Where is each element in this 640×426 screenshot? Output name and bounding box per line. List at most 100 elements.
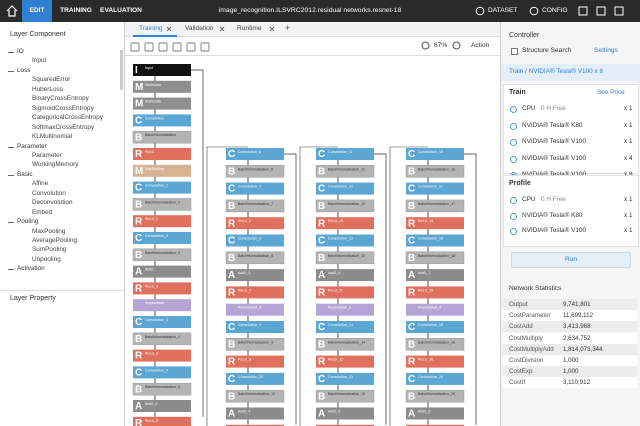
editor-tab[interactable]: Runtime — [237, 25, 262, 32]
tree-group[interactable]: Activation — [17, 265, 45, 273]
tree-item[interactable]: BinaryCrossEntropy — [32, 95, 89, 103]
editor-tab[interactable]: Training — [139, 25, 163, 32]
layer-label: BatchNormalization_15 — [328, 392, 365, 396]
tree-group[interactable]: Parameter — [17, 142, 47, 150]
device-name[interactable]: NVIDIA® Tesla® V100 — [522, 227, 587, 234]
stats-label: CostDivision — [509, 357, 544, 364]
tree-item[interactable]: Convolution — [32, 189, 66, 197]
see-price[interactable]: See Price — [597, 89, 625, 96]
layer-node — [225, 389, 285, 403]
device-name[interactable]: NVIDIA® Tesla® V100 — [522, 138, 587, 145]
editor-tab[interactable]: Validation — [185, 25, 214, 32]
tree-item[interactable]: CategoricalCrossEntropy — [32, 114, 104, 122]
tree-toggle[interactable] — [8, 146, 14, 149]
tree-group[interactable]: Pooling — [17, 218, 39, 226]
scrollbar — [120, 50, 123, 90]
device-name[interactable]: NVIDIA® Tesla® V100 — [522, 171, 586, 178]
layer-label: Convolution_4 — [145, 318, 168, 322]
header-action[interactable]: DATASET — [488, 7, 518, 14]
section-title: Train — [509, 89, 526, 96]
action-icon — [475, 6, 485, 16]
layer-letter: C — [318, 184, 325, 195]
edit-toolbar — [130, 42, 210, 52]
tree-item[interactable]: WorkingMemory — [32, 161, 79, 169]
device-name[interactable]: CPU — [522, 196, 536, 203]
tree-group[interactable]: Loss — [17, 66, 31, 74]
layer-label: ReLU_14 — [418, 219, 433, 223]
layer-label: BatchNormalization_13 — [328, 254, 365, 258]
device-count: x 8 — [624, 171, 633, 178]
icon-shape — [614, 6, 624, 16]
tool-icon — [186, 42, 196, 52]
layer-label: Convolution_17 — [418, 185, 443, 189]
layer-node — [133, 80, 191, 93]
layer-letter: C — [408, 236, 415, 247]
device-count: x 4 — [624, 154, 633, 162]
section-title: Network Statistics — [509, 285, 562, 292]
layer-node — [133, 265, 191, 278]
settings-link[interactable]: Settings — [594, 47, 618, 54]
tree-item[interactable]: Input — [32, 57, 47, 65]
tree-item[interactable]: SigmoidCrossEntropy — [32, 104, 94, 112]
layer-label: Convolution_2 — [145, 184, 168, 188]
tree-toggle[interactable] — [8, 222, 14, 224]
stats-value: 9,741,801 — [563, 301, 591, 308]
header-action[interactable]: CONFIG — [542, 7, 568, 14]
layer-label: Convolution_15 — [328, 375, 353, 379]
layer-letter: B — [135, 132, 142, 143]
layer-node — [133, 164, 191, 177]
tree-item[interactable]: MaxPooling — [32, 227, 66, 235]
tree-item[interactable]: Embed — [32, 208, 53, 216]
tree-toggle[interactable] — [8, 52, 14, 54]
layer-node — [226, 286, 284, 299]
layer-node — [133, 282, 191, 295]
tree-item[interactable]: SumPooling — [32, 246, 67, 254]
tree-toggle[interactable] — [8, 70, 14, 73]
layer-node — [226, 321, 284, 333]
stats-value: 2,634,752 — [563, 334, 591, 342]
tree-item[interactable]: AveragePooling — [32, 237, 78, 244]
layer-label: Input — [145, 66, 153, 70]
home-icon[interactable] — [6, 5, 18, 17]
tree-item[interactable]: Parameter — [32, 151, 62, 159]
layer-label: Convolution_19 — [418, 323, 443, 327]
layer-node — [405, 251, 465, 265]
mode-tab[interactable]: EDIT — [22, 0, 52, 22]
add-tab[interactable]: + — [285, 23, 291, 33]
action-menu[interactable]: Action — [471, 42, 490, 49]
zoom-icon — [421, 41, 430, 50]
layer-letter: A — [318, 409, 325, 420]
mode-tab[interactable]: TRAINING — [60, 7, 92, 14]
device-name[interactable]: NVIDIA® Tesla® V100 — [522, 154, 587, 162]
layer-node — [315, 165, 375, 178]
layer-label: ReLU_15 — [418, 288, 433, 292]
structure-search[interactable]: Structure Search — [522, 47, 572, 54]
tree-item[interactable]: Unpooling — [32, 255, 61, 263]
tree-toggle[interactable] — [8, 269, 14, 271]
run-button[interactable]: Run — [511, 252, 631, 268]
stats-row — [503, 310, 637, 322]
layer-letter: B — [135, 250, 142, 261]
checkbox[interactable] — [511, 48, 518, 55]
tree-item[interactable]: KLMultinomial — [32, 133, 73, 141]
tree-group[interactable]: IO — [17, 48, 24, 55]
tree-toggle[interactable] — [8, 174, 14, 177]
device-name[interactable]: NVIDIA® Tesla® K80 — [522, 121, 583, 129]
tree-group[interactable]: Basic — [17, 170, 33, 178]
tree-item[interactable]: SquaredError — [32, 76, 71, 84]
tree-item[interactable]: Deconvolution — [32, 199, 73, 207]
device-name[interactable]: CPU — [522, 105, 536, 112]
layer-node — [133, 181, 191, 194]
layer-letter: C — [318, 322, 325, 333]
tree-item[interactable]: SoftmaxCrossEntropy — [32, 123, 95, 131]
layer-label: Convolution — [145, 116, 164, 120]
stats-label: Output — [509, 301, 528, 308]
stats-value: 1,000 — [563, 368, 579, 376]
selection[interactable]: Train / NVIDIA® Tesla® V100 x 8 — [509, 68, 603, 75]
device-name[interactable]: NVIDIA® Tesla® K80 — [522, 211, 583, 219]
tree-item[interactable]: Affine — [32, 180, 49, 188]
layer-node — [406, 217, 464, 230]
tree-item[interactable]: HuberLoss — [32, 85, 63, 93]
mode-tab[interactable]: EVALUATION — [100, 7, 142, 14]
icon-shape — [475, 6, 485, 16]
